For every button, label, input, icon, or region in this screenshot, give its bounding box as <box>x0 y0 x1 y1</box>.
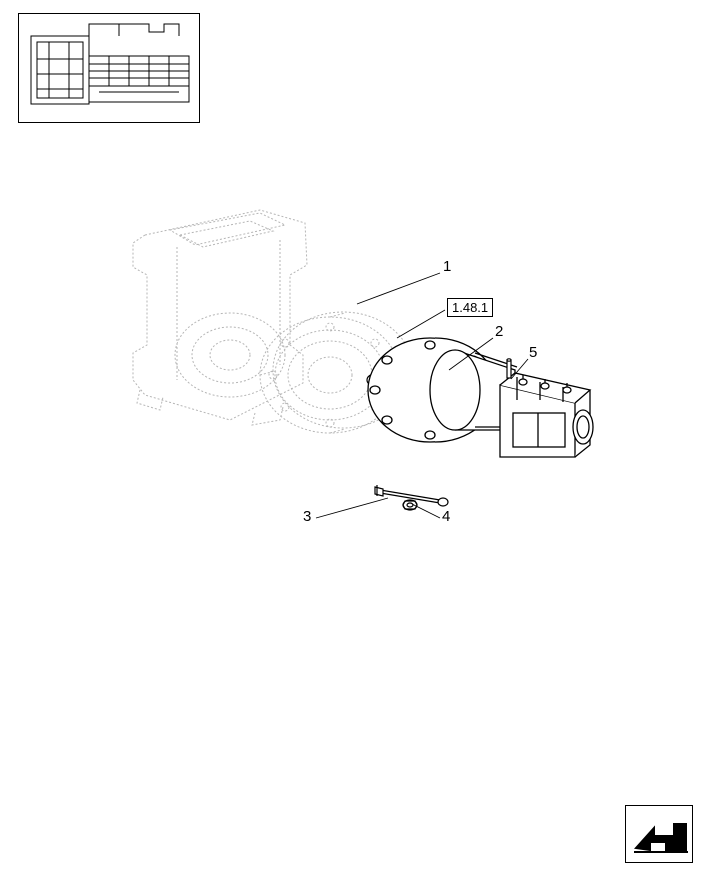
callout-3-text: 3 <box>303 508 311 525</box>
section-icon-glyph <box>626 806 694 864</box>
callout-2-text: 2 <box>495 323 503 340</box>
cross-reference-box: 1.48.1 <box>447 298 493 317</box>
main-exploded-diagram <box>85 205 625 545</box>
callout-5-text: 5 <box>529 344 537 361</box>
callout-1-text: 1 <box>443 258 451 275</box>
callout-4: 4 <box>442 508 450 525</box>
cross-reference-text: 1.48.1 <box>452 300 488 315</box>
callout-1: 1 <box>443 258 451 275</box>
callout-4-text: 4 <box>442 508 450 525</box>
callout-5: 5 <box>529 344 537 361</box>
section-icon <box>625 805 693 863</box>
callout-3: 3 <box>303 508 311 525</box>
thumbnail-diagram <box>19 14 201 124</box>
callout-2: 2 <box>495 323 503 340</box>
thumbnail-reference <box>18 13 200 123</box>
